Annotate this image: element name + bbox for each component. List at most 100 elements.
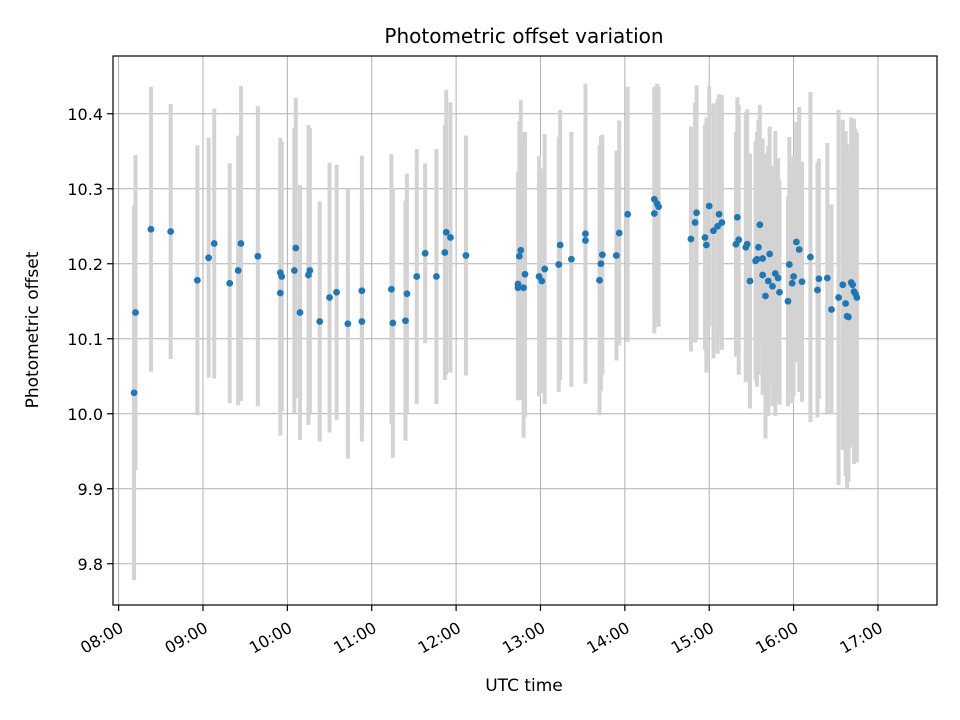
- data-point: [447, 234, 454, 241]
- data-point: [853, 294, 861, 301]
- data-point: [615, 229, 623, 237]
- data-point: [769, 282, 776, 290]
- data-point: [759, 271, 767, 279]
- y-tick-label: 9.9: [78, 480, 103, 499]
- data-point: [237, 240, 245, 247]
- data-point: [842, 300, 850, 307]
- data-point: [442, 228, 450, 236]
- data-point: [290, 267, 298, 274]
- data-point: [702, 241, 710, 249]
- data-point: [421, 249, 429, 257]
- data-point: [205, 254, 213, 262]
- data-point: [556, 241, 564, 249]
- data-point: [693, 209, 700, 217]
- data-point: [538, 277, 546, 285]
- y-tick-label: 10.4: [67, 105, 103, 124]
- data-point: [306, 267, 314, 274]
- data-point: [316, 318, 324, 325]
- data-point: [555, 261, 563, 268]
- data-point: [132, 309, 139, 316]
- data-point: [462, 252, 470, 259]
- data-point: [517, 246, 525, 254]
- data-point: [130, 389, 138, 397]
- data-points: [130, 195, 861, 397]
- data-point: [785, 261, 793, 268]
- data-point: [790, 273, 797, 280]
- data-point: [784, 297, 792, 305]
- data-point: [226, 279, 234, 287]
- data-point: [521, 270, 529, 278]
- data-point: [807, 253, 814, 261]
- data-point: [849, 281, 857, 289]
- data-point: [655, 203, 662, 211]
- data-point: [441, 249, 449, 256]
- data-point: [402, 317, 409, 325]
- data-point: [413, 273, 421, 280]
- data-point: [776, 288, 783, 296]
- data-point: [788, 279, 796, 287]
- data-point: [766, 250, 774, 258]
- data-point: [762, 292, 769, 300]
- y-axis: 9.8 9.9 10.0 10.1 10.2 10.3 10.4: [67, 105, 113, 574]
- plot-area-frame: [112, 55, 938, 606]
- data-point: [691, 219, 699, 226]
- data-point: [612, 252, 620, 259]
- data-point: [687, 235, 695, 243]
- data-point: [358, 287, 366, 295]
- data-point: [733, 213, 741, 221]
- data-point: [541, 265, 549, 273]
- data-point: [753, 255, 761, 263]
- data-point: [403, 290, 411, 298]
- data-point: [389, 319, 397, 327]
- data-point: [276, 289, 284, 297]
- data-point: [278, 273, 286, 280]
- data-point: [598, 251, 606, 259]
- data-point: [715, 210, 723, 218]
- data-point: [167, 228, 175, 235]
- y-tick-label: 9.8: [78, 555, 103, 574]
- data-point: [296, 309, 304, 316]
- data-point: [344, 320, 352, 328]
- data-point: [756, 221, 764, 229]
- data-point: [815, 275, 823, 283]
- x-axis-label: UTC time: [485, 676, 563, 696]
- data-point: [839, 281, 847, 289]
- data-point: [792, 238, 800, 246]
- data-point: [292, 244, 300, 252]
- data-point: [254, 252, 262, 260]
- data-point: [582, 237, 589, 244]
- data-point: [147, 225, 155, 233]
- data-point: [735, 236, 743, 244]
- y-axis-label: Photometric offset: [23, 251, 43, 408]
- data-point: [388, 285, 395, 293]
- data-point: [755, 243, 762, 251]
- data-point: [520, 284, 527, 292]
- y-tick-label: 10.1: [67, 330, 103, 349]
- data-point: [624, 210, 632, 218]
- data-point: [234, 267, 242, 274]
- data-point: [597, 260, 605, 268]
- data-point: [814, 286, 821, 294]
- data-point: [326, 294, 333, 301]
- data-point: [514, 284, 522, 292]
- data-point: [798, 278, 806, 286]
- data-point: [710, 227, 717, 235]
- data-point: [568, 255, 575, 263]
- data-point: [596, 276, 603, 284]
- data-point: [515, 252, 523, 260]
- data-point: [764, 277, 772, 285]
- data-point: [358, 318, 366, 325]
- data-point: [433, 273, 440, 280]
- data-point: [828, 306, 835, 313]
- data-point: [795, 246, 803, 253]
- data-point: [746, 277, 754, 285]
- data-point: [835, 294, 842, 301]
- y-tick-label: 10.0: [67, 405, 103, 424]
- data-point: [823, 274, 831, 282]
- chart-title: Photometric offset variation: [384, 24, 663, 48]
- data-point: [701, 234, 709, 241]
- data-point: [774, 274, 782, 282]
- data-point: [845, 313, 852, 321]
- data-point: [759, 255, 767, 262]
